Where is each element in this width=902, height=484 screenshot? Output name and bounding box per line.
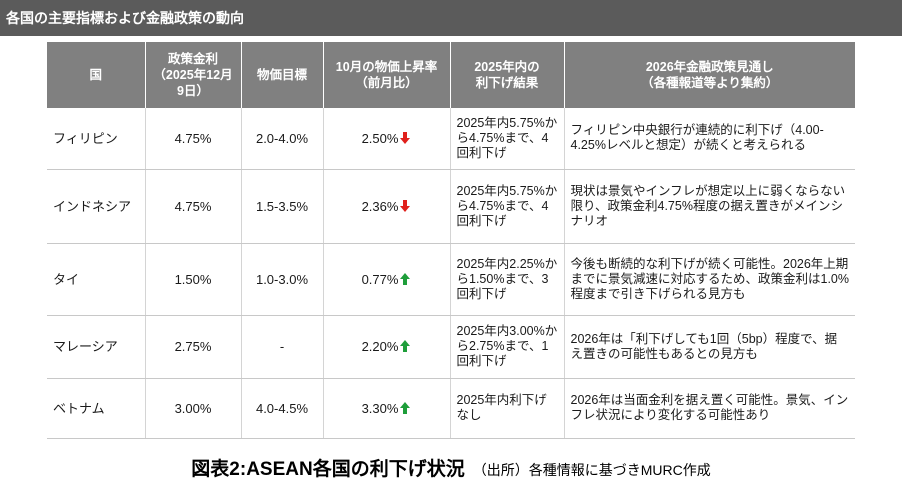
table-row: マレーシア 2.75% - 2.20% 2025年内3.00%から2.75%まで… (47, 315, 855, 379)
policy-rate: 1.50% (145, 243, 242, 316)
country-name: タイ (47, 243, 146, 316)
price-target: 1.0-3.0% (241, 243, 324, 316)
cut-result: 2025年内5.75%から4.75%まで、4回利下げ (450, 108, 565, 170)
table-row: ベトナム 3.00% 4.0-4.5% 3.30% 2025年内利下げなし 20… (47, 378, 855, 439)
header-inflation: 10月の物価上昇率 （前月比） (323, 42, 451, 108)
inflation-cell: 2.50% (323, 108, 451, 170)
price-target: - (241, 315, 324, 379)
country-name: フィリピン (47, 108, 146, 170)
policy-rate: 4.75% (145, 169, 242, 244)
inflation-cell: 2.36% (323, 169, 451, 244)
price-target: 1.5-3.5% (241, 169, 324, 244)
price-target: 2.0-4.0% (241, 108, 324, 170)
inflation-value: 2.20% (361, 339, 399, 354)
inflation-cell: 0.77% (323, 243, 451, 316)
inflation-value: 2.50% (361, 130, 399, 146)
header-country: 国 (47, 42, 146, 108)
outlook-text: 2026年は当面金利を据え置く可能性。景気、インフレ状況により変化する可能性あり (564, 378, 855, 439)
country-name: ベトナム (47, 378, 146, 439)
arrow-down-icon (400, 199, 411, 212)
outlook-text: 今後も断続的な利下げが続く可能性。2026年上期までに景気減速に対応するため、政… (564, 243, 855, 316)
inflation-cell: 2.20% (323, 315, 451, 379)
arrow-down-icon (400, 131, 411, 144)
arrow-up-icon (400, 272, 411, 285)
cut-result: 2025年内利下げなし (450, 378, 565, 439)
cut-result: 2025年内5.75%から4.75%まで、4回利下げ (450, 169, 565, 244)
header-cut-result: 2025年内の 利下げ結果 (450, 42, 565, 108)
policy-rate: 2.75% (145, 315, 242, 379)
outlook-text: 現状は景気やインフレが想定以上に弱くならない限り、政策金利4.75%程度の据え置… (564, 169, 855, 244)
price-target: 4.0-4.5% (241, 378, 324, 439)
country-name: マレーシア (47, 315, 146, 379)
inflation-cell: 3.30% (323, 378, 451, 439)
arrow-up-icon (400, 340, 411, 352)
table-row: インドネシア 4.75% 1.5-3.5% 2.36% 2025年内5.75%か… (47, 169, 855, 244)
table-row: フィリピン 4.75% 2.0-4.0% 2.50% 2025年内5.75%から… (47, 108, 855, 170)
header-price-target: 物価目標 (241, 42, 324, 108)
inflation-value: 3.30% (361, 400, 399, 416)
figure-caption: 図表2:ASEAN各国の利下げ状況 （出所）各種情報に基づきMURC作成 (0, 454, 902, 481)
cut-result: 2025年内2.25%から1.50%まで、3回利下げ (450, 243, 565, 316)
inflation-value: 2.36% (361, 198, 399, 214)
country-name: インドネシア (47, 169, 146, 244)
cut-result: 2025年内3.00%から2.75%まで、1回利下げ (450, 315, 565, 379)
caption-source: （出所）各種情報に基づきMURC作成 (472, 462, 711, 478)
arrow-up-icon (400, 401, 411, 414)
outlook-text: フィリピン中央銀行が連続的に利下げ（4.00-4.25%レベルと想定）が続くと考… (564, 108, 855, 170)
policy-rate-table: 国 政策金利 （2025年12月 9日） 物価目標 10月の物価上昇率 （前月比… (47, 42, 855, 439)
header-outlook: 2026年金融政策見通し （各種報道等より集約） (564, 42, 855, 108)
caption-title: 図表2:ASEAN各国の利下げ状況 (191, 459, 465, 480)
header-policy-rate: 政策金利 （2025年12月 9日） (145, 42, 242, 108)
page-title: 各国の主要指標および金融政策の動向 (0, 0, 902, 36)
table-header-row: 国 政策金利 （2025年12月 9日） 物価目標 10月の物価上昇率 （前月比… (47, 42, 855, 108)
inflation-value: 0.77% (361, 271, 399, 287)
policy-rate: 3.00% (145, 378, 242, 439)
table-row: タイ 1.50% 1.0-3.0% 0.77% 2025年内2.25%から1.5… (47, 243, 855, 316)
policy-rate: 4.75% (145, 108, 242, 170)
outlook-text: 2026年は「利下げしても1回（5bp）程度で、据え置きの可能性もあるとの見方も (564, 315, 855, 379)
